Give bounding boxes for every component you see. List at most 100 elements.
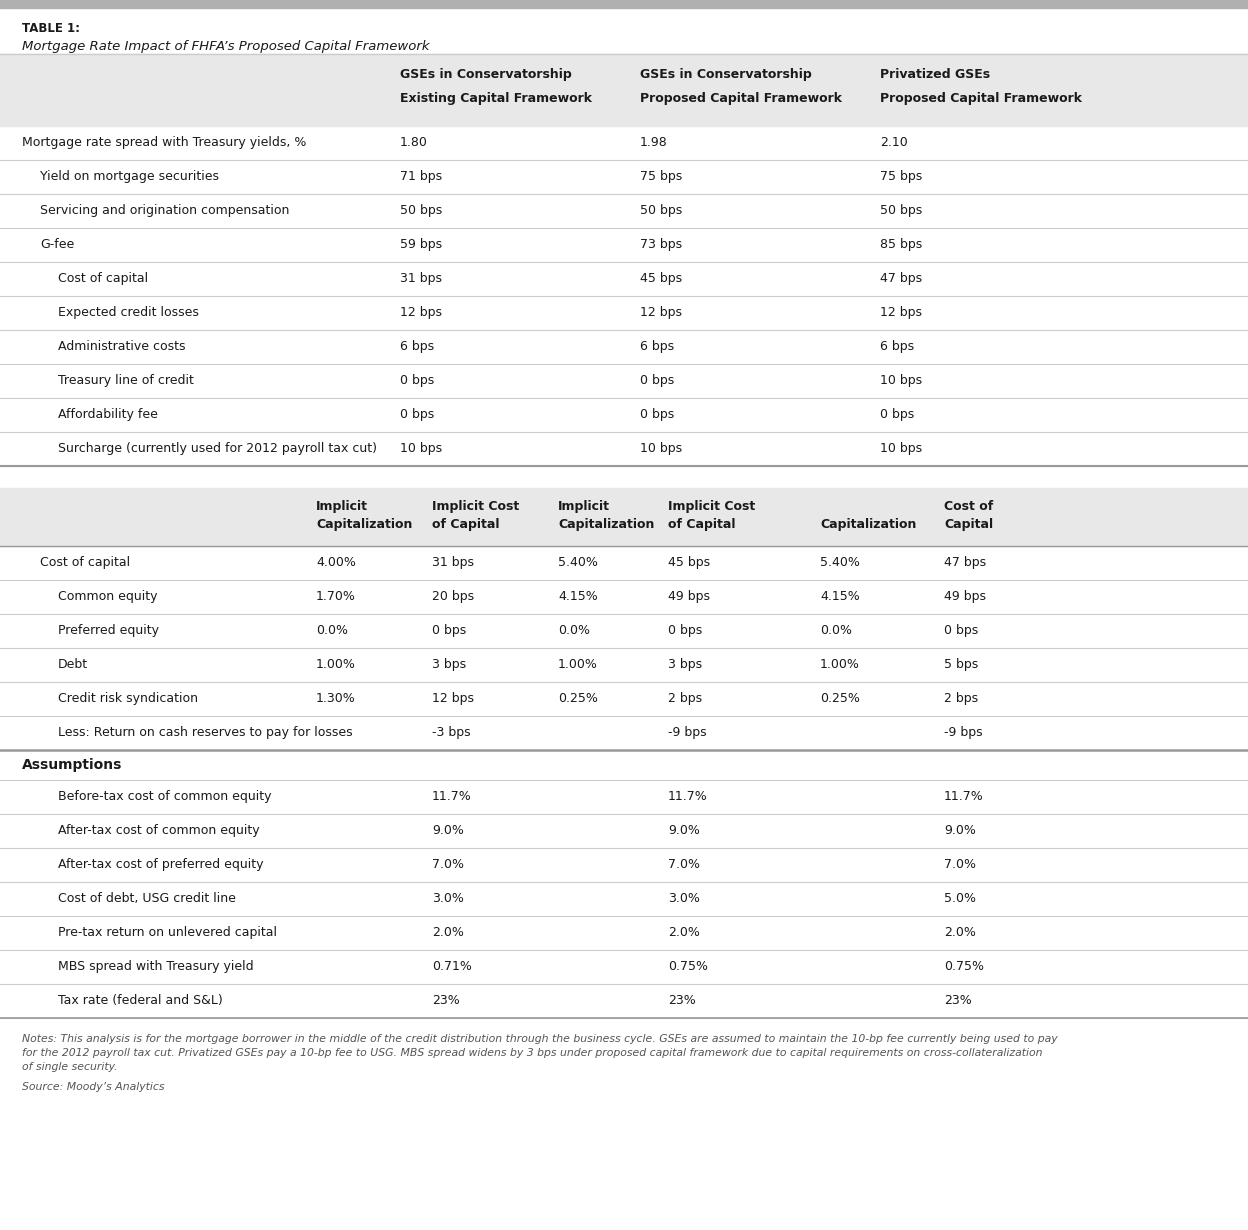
Text: -9 bps: -9 bps — [943, 726, 982, 739]
Text: 1.00%: 1.00% — [820, 658, 860, 672]
Text: Source: Moody’s Analytics: Source: Moody’s Analytics — [22, 1082, 165, 1092]
Text: MBS spread with Treasury yield: MBS spread with Treasury yield — [57, 959, 253, 973]
Bar — [0, 488, 1248, 546]
Text: 0 bps: 0 bps — [880, 408, 915, 421]
Text: 0 bps: 0 bps — [432, 624, 467, 637]
Text: 12 bps: 12 bps — [401, 306, 442, 319]
Text: 12 bps: 12 bps — [640, 306, 681, 319]
Text: 11.7%: 11.7% — [432, 790, 472, 803]
Text: 4.15%: 4.15% — [820, 590, 860, 603]
Text: 0 bps: 0 bps — [401, 408, 434, 421]
Text: Mortgage rate spread with Treasury yields, %: Mortgage rate spread with Treasury yield… — [22, 137, 306, 149]
Text: Surcharge (currently used for 2012 payroll tax cut): Surcharge (currently used for 2012 payro… — [57, 442, 377, 455]
Text: 10 bps: 10 bps — [880, 374, 922, 387]
Text: Proposed Capital Framework: Proposed Capital Framework — [640, 92, 842, 105]
Text: Implicit: Implicit — [316, 501, 368, 513]
Text: 45 bps: 45 bps — [640, 272, 683, 285]
Text: 73 bps: 73 bps — [640, 237, 683, 251]
Text: 4.00%: 4.00% — [316, 556, 356, 569]
Text: 5.40%: 5.40% — [820, 556, 860, 569]
Text: 59 bps: 59 bps — [401, 237, 442, 251]
Text: 75 bps: 75 bps — [880, 170, 922, 183]
Text: Tax rate (federal and S&L): Tax rate (federal and S&L) — [57, 994, 222, 1007]
Text: 5 bps: 5 bps — [943, 658, 978, 672]
Text: 0.75%: 0.75% — [943, 959, 983, 973]
Text: 49 bps: 49 bps — [668, 590, 710, 603]
Text: Pre-tax return on unlevered capital: Pre-tax return on unlevered capital — [57, 926, 277, 938]
Text: 6 bps: 6 bps — [880, 339, 914, 353]
Text: Mortgage Rate Impact of FHFA’s Proposed Capital Framework: Mortgage Rate Impact of FHFA’s Proposed … — [22, 41, 429, 53]
Text: Capitalization: Capitalization — [558, 518, 654, 531]
Text: Notes: This analysis is for the mortgage borrower in the middle of the credit di: Notes: This analysis is for the mortgage… — [22, 1034, 1057, 1044]
Text: 11.7%: 11.7% — [668, 790, 708, 803]
Text: Cost of: Cost of — [943, 501, 993, 513]
Text: After-tax cost of preferred equity: After-tax cost of preferred equity — [57, 859, 263, 871]
Text: 31 bps: 31 bps — [432, 556, 474, 569]
Text: 0.71%: 0.71% — [432, 959, 472, 973]
Text: 2.0%: 2.0% — [432, 926, 464, 938]
Text: G-fee: G-fee — [40, 237, 74, 251]
Text: 1.00%: 1.00% — [558, 658, 598, 672]
Text: 20 bps: 20 bps — [432, 590, 474, 603]
Text: Cost of capital: Cost of capital — [40, 556, 130, 569]
Text: 31 bps: 31 bps — [401, 272, 442, 285]
Text: GSEs in Conservatorship: GSEs in Conservatorship — [640, 68, 811, 81]
Text: 9.0%: 9.0% — [668, 824, 700, 836]
Text: 4.15%: 4.15% — [558, 590, 598, 603]
Text: After-tax cost of common equity: After-tax cost of common equity — [57, 824, 260, 836]
Text: 5.40%: 5.40% — [558, 556, 598, 569]
Text: 7.0%: 7.0% — [432, 859, 464, 871]
Text: 7.0%: 7.0% — [943, 859, 976, 871]
Text: Capitalization: Capitalization — [820, 518, 916, 531]
Text: 9.0%: 9.0% — [432, 824, 464, 836]
Text: 0.0%: 0.0% — [820, 624, 852, 637]
Text: Less: Return on cash reserves to pay for losses: Less: Return on cash reserves to pay for… — [57, 726, 353, 739]
Text: 47 bps: 47 bps — [943, 556, 986, 569]
Text: 23%: 23% — [432, 994, 459, 1007]
Text: of Capital: of Capital — [668, 518, 735, 531]
Text: Yield on mortgage securities: Yield on mortgage securities — [40, 170, 218, 183]
Text: Common equity: Common equity — [57, 590, 157, 603]
Text: 0 bps: 0 bps — [401, 374, 434, 387]
Text: -3 bps: -3 bps — [432, 726, 470, 739]
Text: 45 bps: 45 bps — [668, 556, 710, 569]
Text: 6 bps: 6 bps — [401, 339, 434, 353]
Text: 10 bps: 10 bps — [640, 442, 683, 455]
Text: of Capital: of Capital — [432, 518, 499, 531]
Text: 0 bps: 0 bps — [640, 408, 674, 421]
Text: Privatized GSEs: Privatized GSEs — [880, 68, 990, 81]
Text: 12 bps: 12 bps — [432, 692, 474, 705]
Text: TABLE 1:: TABLE 1: — [22, 22, 80, 34]
Text: Cost of debt, USG credit line: Cost of debt, USG credit line — [57, 892, 236, 905]
Text: 1.98: 1.98 — [640, 137, 668, 149]
Text: 50 bps: 50 bps — [401, 204, 442, 216]
Text: Implicit Cost: Implicit Cost — [668, 501, 755, 513]
Text: 3 bps: 3 bps — [668, 658, 703, 672]
Text: 23%: 23% — [943, 994, 972, 1007]
Text: for the 2012 payroll tax cut. Privatized GSEs pay a 10-bp fee to USG. MBS spread: for the 2012 payroll tax cut. Privatized… — [22, 1048, 1042, 1058]
Text: 10 bps: 10 bps — [401, 442, 442, 455]
Text: 0 bps: 0 bps — [668, 624, 703, 637]
Text: 7.0%: 7.0% — [668, 859, 700, 871]
Text: Implicit: Implicit — [558, 501, 610, 513]
Text: Implicit Cost: Implicit Cost — [432, 501, 519, 513]
Text: 0.25%: 0.25% — [558, 692, 598, 705]
Text: 2.10: 2.10 — [880, 137, 907, 149]
Text: 2 bps: 2 bps — [943, 692, 978, 705]
Bar — [0, 0, 1248, 9]
Text: Servicing and origination compensation: Servicing and origination compensation — [40, 204, 290, 216]
Text: 0.75%: 0.75% — [668, 959, 708, 973]
Text: Before-tax cost of common equity: Before-tax cost of common equity — [57, 790, 272, 803]
Text: 0 bps: 0 bps — [640, 374, 674, 387]
Text: 3.0%: 3.0% — [432, 892, 464, 905]
Text: -9 bps: -9 bps — [668, 726, 706, 739]
Text: 6 bps: 6 bps — [640, 339, 674, 353]
Text: 9.0%: 9.0% — [943, 824, 976, 836]
Text: Proposed Capital Framework: Proposed Capital Framework — [880, 92, 1082, 105]
Text: Debt: Debt — [57, 658, 89, 672]
Text: Treasury line of credit: Treasury line of credit — [57, 374, 193, 387]
Text: 1.00%: 1.00% — [316, 658, 356, 672]
Text: Capitalization: Capitalization — [316, 518, 412, 531]
Text: Expected credit losses: Expected credit losses — [57, 306, 198, 319]
Text: of single security.: of single security. — [22, 1061, 117, 1073]
